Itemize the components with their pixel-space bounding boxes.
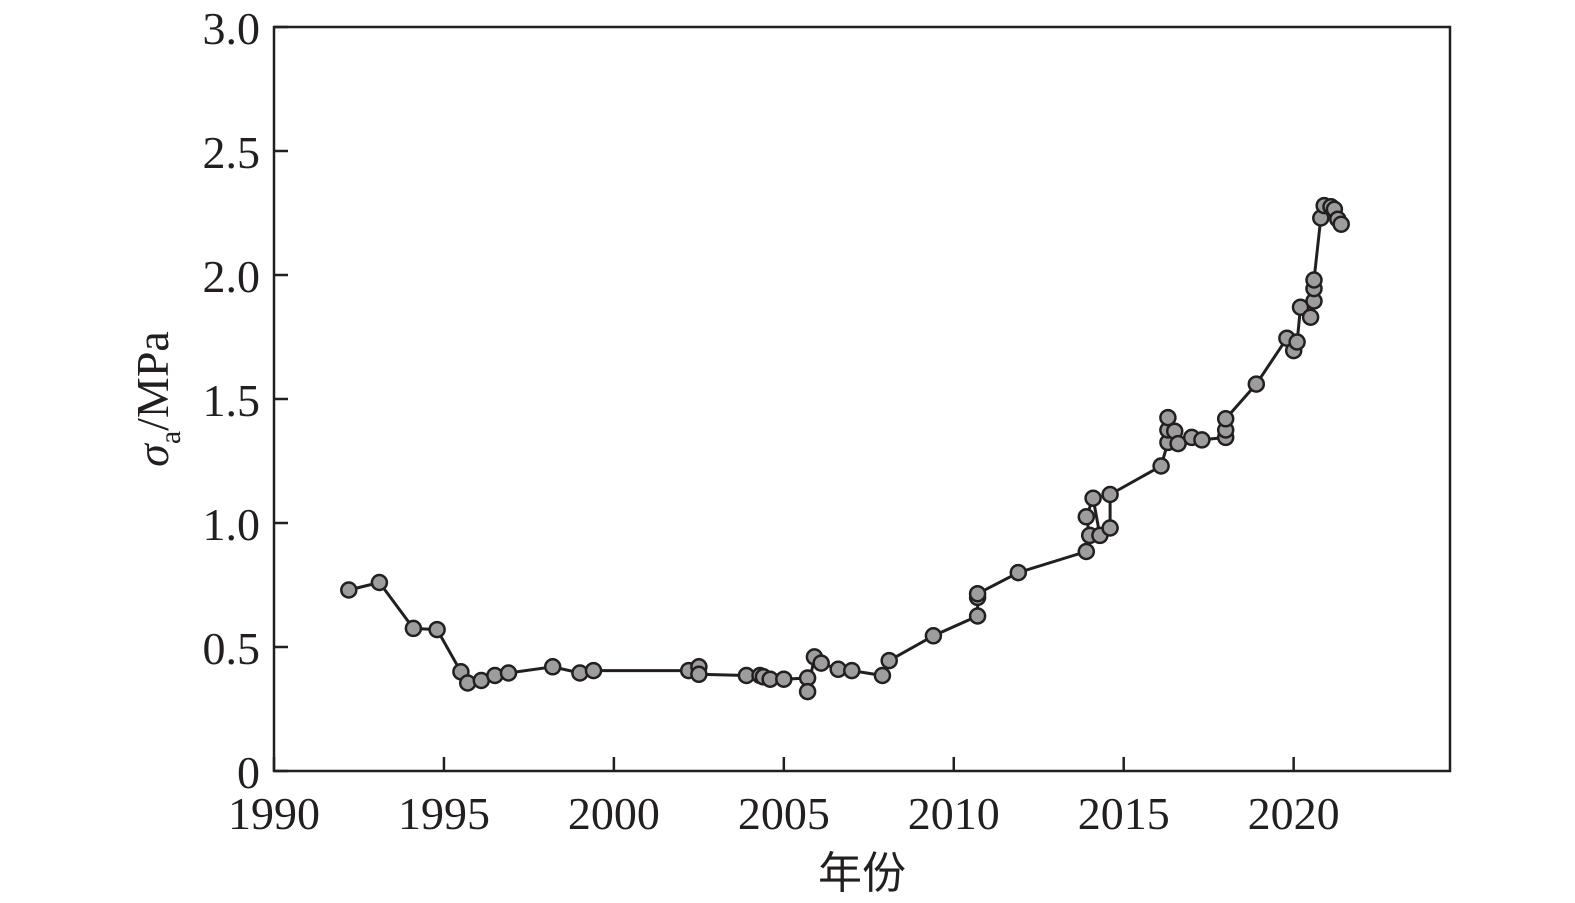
x-tick-label: 2020 bbox=[1248, 788, 1340, 839]
data-point bbox=[843, 661, 861, 680]
y-tick-label: 0 bbox=[237, 747, 260, 798]
data-point bbox=[1301, 308, 1320, 326]
data-point bbox=[1077, 542, 1096, 561]
x-tick-label: 1990 bbox=[228, 788, 320, 839]
data-point bbox=[880, 651, 898, 670]
data-point bbox=[340, 581, 358, 599]
x-axis-title: 年份 bbox=[818, 848, 906, 899]
y-tick-label: 3.0 bbox=[203, 3, 261, 54]
data-point bbox=[584, 661, 603, 680]
data-point bbox=[543, 658, 562, 676]
data-point bbox=[404, 619, 423, 638]
y-axis-title: σa/MPa bbox=[127, 331, 187, 467]
data-point bbox=[1193, 431, 1211, 449]
data-series bbox=[340, 196, 1350, 701]
x-tick-label: 2010 bbox=[908, 788, 1000, 839]
data-point bbox=[812, 654, 830, 672]
y-tick-label: 2.5 bbox=[203, 127, 261, 178]
series-line bbox=[348, 204, 1343, 694]
data-point bbox=[968, 607, 987, 625]
data-point bbox=[1247, 375, 1266, 393]
y-axis-subscript: a bbox=[154, 431, 187, 444]
data-point bbox=[1077, 508, 1096, 526]
data-point bbox=[1332, 215, 1350, 233]
data-point bbox=[1009, 563, 1028, 582]
data-point bbox=[428, 620, 446, 639]
data-point bbox=[1216, 410, 1235, 428]
data-point bbox=[1084, 489, 1102, 507]
data-point bbox=[1101, 485, 1119, 504]
data-point bbox=[690, 665, 708, 684]
y-axis-unit: /MPa bbox=[127, 331, 178, 431]
x-tick-label: 2000 bbox=[568, 788, 660, 839]
data-point bbox=[1101, 519, 1119, 537]
x-tick-label: 1995 bbox=[398, 788, 490, 839]
data-point bbox=[924, 627, 943, 645]
y-tick-label: 2.0 bbox=[203, 251, 261, 302]
data-point bbox=[1305, 271, 1323, 289]
axis-ticks: 1990 1995 2000 2005 2010 2015 2020 0 0.5 1.0 1.5 2.… bbox=[203, 3, 1340, 839]
data-point bbox=[1152, 457, 1170, 475]
data-point bbox=[1288, 333, 1306, 351]
data-point bbox=[968, 584, 987, 603]
y-tick-label: 0.5 bbox=[203, 623, 261, 674]
x-tick-label: 2005 bbox=[738, 788, 830, 839]
data-point bbox=[798, 682, 817, 701]
data-point bbox=[775, 670, 793, 688]
data-point bbox=[499, 664, 518, 682]
y-axis-symbol: σ bbox=[127, 442, 178, 467]
plot-frame bbox=[272, 25, 1452, 773]
data-point bbox=[370, 573, 389, 592]
data-point bbox=[873, 666, 892, 685]
data-point bbox=[1159, 408, 1177, 427]
x-tick-label: 2015 bbox=[1078, 788, 1170, 839]
y-tick-label: 1.0 bbox=[203, 499, 261, 550]
y-tick-label: 1.5 bbox=[203, 375, 261, 426]
